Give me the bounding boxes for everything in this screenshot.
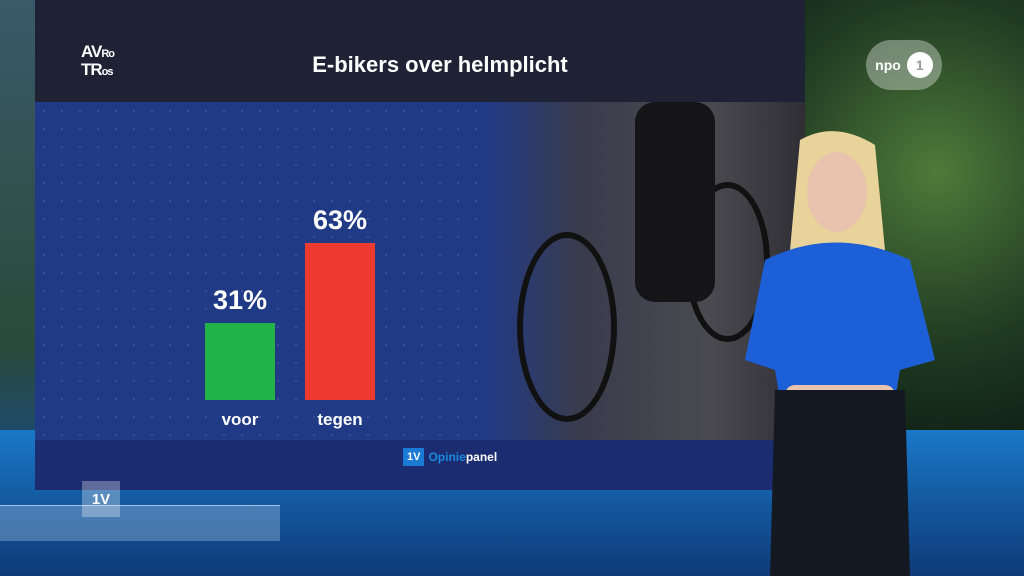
npo1-logo: npo 1 <box>866 40 942 90</box>
chart-title: E-bikers over helmplicht <box>312 52 568 77</box>
graphic-header <box>35 0 805 102</box>
bar-tegen <box>305 242 375 400</box>
brand-part-1: Opinie <box>428 450 466 464</box>
value-label-voor: 31% <box>212 284 268 315</box>
category-label-tegen: tegen <box>317 410 363 429</box>
opiniepanel-logo: 1V Opinie panel <box>403 448 497 466</box>
presenter <box>745 131 935 576</box>
value-label-tegen: 63% <box>312 204 368 235</box>
program-bug: 1V <box>82 481 120 517</box>
bike-wheel-front <box>517 232 617 422</box>
bar-voor <box>205 322 275 400</box>
cyclist-figure <box>635 102 715 302</box>
avrotros-logo: AVRo TRos <box>81 42 115 79</box>
category-label-voor: voor <box>221 410 259 429</box>
1v-logo: 1V <box>403 448 425 466</box>
video-wall: AVRo TRos E-bikers over helmplicht 31% voo… <box>35 0 805 490</box>
glass-desk <box>0 505 280 541</box>
cyclist-photo <box>485 102 805 440</box>
brand-part-2: panel <box>465 450 498 464</box>
